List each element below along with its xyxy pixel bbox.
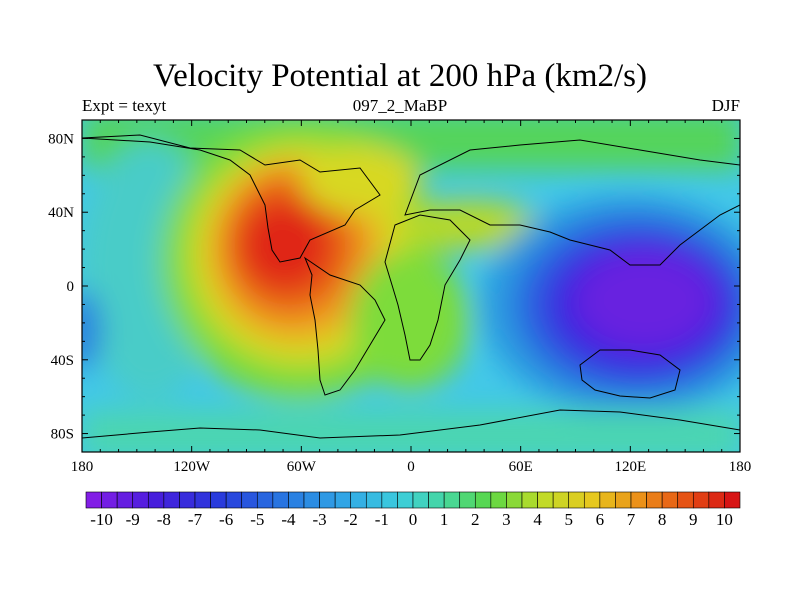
colorbar-tick-label: -9 <box>126 510 140 529</box>
season-label: DJF <box>711 96 740 115</box>
colorbar-labels: -10 -9 -8 -7 -6 -5 -4 -3 -2 -1 0 1 2 3 4 5 6 7 8 9 10 <box>90 510 733 529</box>
colorbar-bin <box>381 491 398 509</box>
colorbar-tick-label: -4 <box>281 510 296 529</box>
colorbar-bin <box>334 491 352 509</box>
y-tick-label: 40N <box>48 205 74 221</box>
colorbar-bin <box>288 491 305 509</box>
y-tick-label: 0 <box>67 279 75 295</box>
colorbar-tick-label: 4 <box>533 510 542 529</box>
colorbar-bin <box>708 491 725 509</box>
plot-title: Velocity Potential at 200 hPa (km2/s) <box>152 58 648 94</box>
x-tick-label: 0 <box>407 459 415 475</box>
colorbar-tick-label: -2 <box>344 510 358 529</box>
colorbar-tick-label: 6 <box>596 510 605 529</box>
colorbar-bin <box>692 491 710 509</box>
colorbar-bin <box>101 491 118 509</box>
colorbar-bin <box>506 491 523 509</box>
colorbar-bin <box>615 491 632 509</box>
colorbar-bin <box>537 491 554 509</box>
experiment-label: Expt = texyt <box>82 96 167 115</box>
colorbar-bin <box>599 491 616 509</box>
x-tick-label: 120W <box>173 459 211 475</box>
x-tick-label: 180 <box>729 459 752 475</box>
colorbar-bin <box>474 491 492 509</box>
coastlines <box>82 134 740 452</box>
colorbar-bin <box>443 491 461 509</box>
colorbar-tick-label: 9 <box>689 510 698 529</box>
x-tick-label: 60E <box>509 459 533 475</box>
colorbar-tick-label: 10 <box>716 510 733 529</box>
colorbar-bin <box>147 491 165 509</box>
colorbar-bin <box>132 491 149 509</box>
colorbar-bin <box>428 491 445 509</box>
colorbar-bin <box>256 491 274 509</box>
x-tick-label: 60W <box>287 459 317 475</box>
colorbar-tick-label: 8 <box>658 510 667 529</box>
colorbar-bin <box>194 491 211 509</box>
colorbar-bin <box>630 491 647 509</box>
colorbar-bin <box>303 491 320 509</box>
colorbar-bin <box>568 491 585 509</box>
colorbar-bin <box>677 491 694 509</box>
colorbar-tick-label: 1 <box>440 510 449 529</box>
colorbar-tick-label: -7 <box>188 510 203 529</box>
x-tick-label: 180 <box>71 459 94 475</box>
colorbar-bin <box>241 491 258 509</box>
colorbar-tick-label: 0 <box>409 510 418 529</box>
colorbar-bin <box>646 491 663 509</box>
colorbar-bin <box>552 491 570 509</box>
colorbar-bin <box>490 491 507 509</box>
colorbar-bin <box>116 491 134 509</box>
y-tick-label: 80N <box>48 131 74 147</box>
y-tick-label: 40S <box>51 353 74 369</box>
y-axis-labels: 80N 40N 0 40S 80S <box>48 131 74 442</box>
colorbar-tick-label: -8 <box>157 510 171 529</box>
colorbar-tick-label: -3 <box>312 510 326 529</box>
colorbar-bin <box>210 491 227 509</box>
colorbar <box>85 491 741 509</box>
colorbar-tick-label: -6 <box>219 510 233 529</box>
axis-ticks <box>81 119 741 453</box>
x-tick-label: 120E <box>614 459 646 475</box>
case-label: 097_2_MaBP <box>352 96 448 115</box>
colorbar-tick-label: 2 <box>471 510 480 529</box>
colorbar-tick-label: 3 <box>502 510 511 529</box>
colorbar-tick-label: 5 <box>564 510 573 529</box>
colorbar-bin <box>365 491 383 509</box>
colorbar-bin <box>163 491 180 509</box>
colorbar-bin <box>397 491 414 509</box>
colorbar-bin <box>459 491 476 509</box>
colorbar-tick-label: -5 <box>250 510 264 529</box>
colorbar-bin <box>225 491 243 509</box>
colorbar-bin <box>724 491 741 509</box>
colorbar-bin <box>179 491 196 509</box>
colorbar-bin <box>583 491 601 509</box>
x-axis-labels: 180 120W 60W 0 60E 120E 180 <box>71 459 752 475</box>
colorbar-tick-label: 7 <box>627 510 636 529</box>
contour-field <box>82 120 740 452</box>
y-tick-label: 80S <box>51 427 74 443</box>
colorbar-bin <box>661 491 679 509</box>
colorbar-bin <box>272 491 289 509</box>
colorbar-bin <box>412 491 429 509</box>
colorbar-bin <box>85 491 102 509</box>
colorbar-bin <box>319 491 336 509</box>
colorbar-bin <box>521 491 538 509</box>
colorbar-tick-label: -10 <box>90 510 113 529</box>
colorbar-tick-label: -1 <box>375 510 389 529</box>
colorbar-bin <box>350 491 367 509</box>
